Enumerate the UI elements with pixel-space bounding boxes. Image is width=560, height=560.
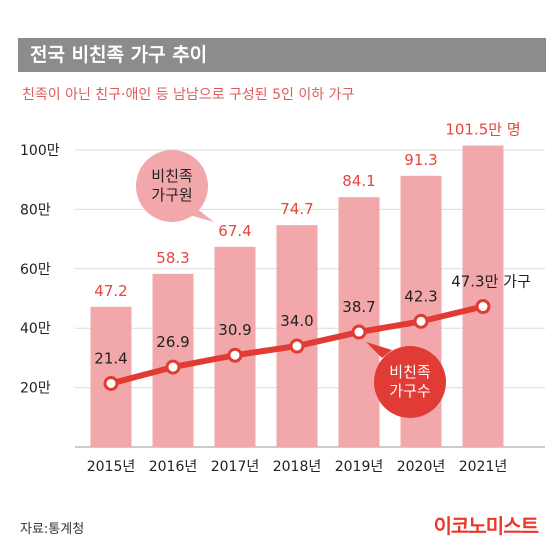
line-point — [289, 338, 305, 354]
callout-members-text: 비친족 — [151, 167, 193, 185]
publisher-logo: 이코노미스트 — [433, 514, 539, 538]
y-tick-label: 60만 — [20, 262, 51, 278]
bar-value-label: 84.1 — [342, 172, 375, 190]
line-point — [227, 347, 243, 363]
line-point — [475, 299, 491, 315]
bar-value-label: 58.3 — [156, 249, 189, 267]
line-point — [351, 324, 367, 340]
line-value-label: 21.4 — [94, 349, 127, 367]
x-tick-label: 2021년 — [459, 459, 508, 475]
bar-value-label: 91.3 — [404, 151, 437, 169]
y-tick-label: 40만 — [20, 321, 51, 337]
callout-members-tail — [186, 208, 214, 222]
line-point — [165, 359, 181, 375]
chart-subtitle: 친족이 아닌 친구·애인 등 남남으로 구성된 5인 이하 가구 — [22, 87, 355, 103]
bar — [462, 145, 504, 448]
callout-members-text: 가구원 — [151, 186, 192, 204]
bar-value-label: 67.4 — [218, 222, 251, 240]
callout-members-bubble — [136, 150, 208, 222]
callout-households-text: 비친족 — [389, 363, 431, 381]
y-tick-label: 100만 — [20, 143, 60, 159]
line-value-label: 26.9 — [156, 333, 189, 351]
bar-value-label: 74.7 — [280, 200, 313, 218]
bar — [338, 197, 380, 447]
x-tick-label: 2016년 — [149, 459, 198, 475]
line-point — [103, 375, 119, 391]
chart-title: 전국 비친족 가구 추이 — [18, 38, 546, 72]
callout-households-tail — [366, 342, 392, 358]
line-value-label: 47.3만 가구 — [451, 273, 531, 291]
y-tick-label: 80만 — [20, 202, 51, 218]
x-tick-label: 2018년 — [273, 459, 322, 475]
x-tick-label: 2017년 — [211, 459, 260, 475]
bar-value-label: 47.2 — [94, 282, 127, 300]
callout-households-bubble — [374, 346, 446, 418]
x-tick-label: 2019년 — [335, 459, 384, 475]
bar — [214, 246, 256, 447]
source-note: 자료:통계청 — [20, 522, 85, 537]
x-tick-label: 2015년 — [87, 459, 136, 475]
x-tick-label: 2020년 — [397, 459, 446, 475]
line-value-label: 38.7 — [342, 298, 375, 316]
line-point — [413, 313, 429, 329]
bar — [276, 225, 318, 447]
line-value-label: 30.9 — [218, 321, 251, 339]
line-value-label: 42.3 — [404, 287, 437, 305]
y-tick-label: 20만 — [20, 381, 51, 397]
bar-value-label: 101.5만 명 — [445, 121, 520, 139]
line-value-label: 34.0 — [280, 312, 313, 330]
callout-households-text: 가구수 — [389, 382, 430, 400]
